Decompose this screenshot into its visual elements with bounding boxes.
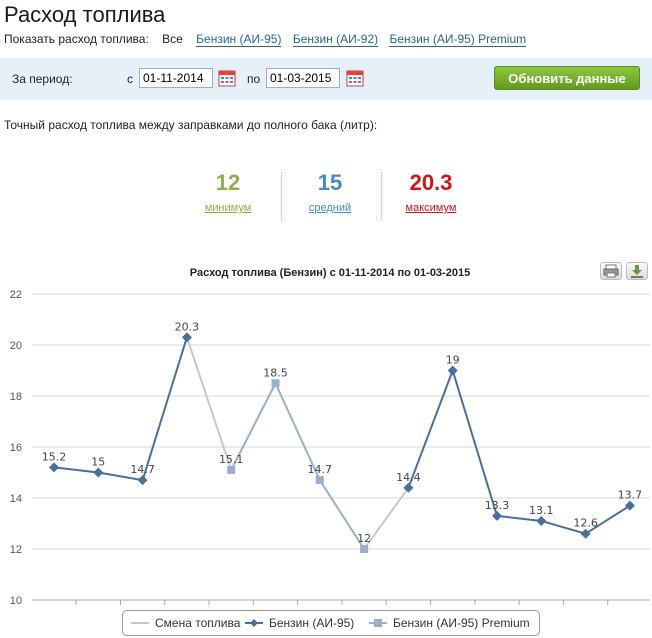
stat-minimum: 12 минимум [178,170,278,214]
legend-label: Бензин (АИ-95) Premium [393,616,530,630]
data-point-diamond [93,467,104,478]
data-label: 18.5 [263,366,288,379]
legend-label: Бензин (АИ-95) [269,616,355,630]
stat-minimum-value: 12 [215,170,241,195]
legend-item-ai95-premium[interactable]: Бензин (АИ-95) Premium [367,616,530,630]
y-tick-label: 16 [10,442,22,454]
data-label: 15.2 [42,450,67,463]
data-point-diamond [447,365,458,376]
data-label: 13.7 [618,489,643,502]
series-line-segment [318,479,365,550]
data-label: 19 [446,354,460,367]
series-line-segment [98,471,143,482]
series-line-segment [407,370,454,489]
fuel-link-ai92[interactable]: Бензин (АИ-92) [292,32,379,47]
series-line-segment [53,466,99,474]
print-button[interactable] [600,262,622,280]
fuel-consumption-chart: 10 12 14 16 18 20 22 15.2 15 14.7 20.3 15.1 18.5 14.… [10,289,650,607]
legend-item-fuel-change[interactable]: Смена топлива [129,616,240,630]
fuel-change-segment [363,487,410,550]
data-point-diamond [403,482,414,493]
calendar-icon[interactable] [218,69,236,87]
download-icon [631,265,643,278]
series-line-segment [451,370,498,517]
series-line-segment [274,382,321,481]
data-point-diamond [49,462,59,473]
stat-maximum-value: 20.3 [409,170,453,195]
data-point-square [315,476,324,485]
data-point-diamond [137,475,148,486]
series-line-segment [141,337,188,481]
data-label: 20.3 [175,320,200,333]
data-label: 14.7 [308,463,333,476]
legend-label: Смена топлива [155,616,241,630]
series-line-segment [496,514,542,522]
period-label: За период: [12,72,73,86]
y-tick-label: 22 [10,289,22,301]
fuel-change-segment [185,337,233,471]
stat-maximum: 20.3 максимум [381,170,481,214]
data-point-square [271,379,280,388]
stat-divider [281,172,282,220]
y-tick-label: 12 [10,544,22,556]
data-label: 14.4 [396,471,421,484]
data-label: 12.6 [573,517,598,530]
chart-title: Расход топлива (Бензин) с 01-11-2014 по … [189,267,471,279]
calendar-icon[interactable] [346,69,364,87]
data-point-square [360,545,369,553]
stat-minimum-label[interactable]: минимум [204,202,252,214]
series-line-segment [230,382,277,471]
data-point-diamond [181,332,192,343]
print-icon [603,264,619,278]
y-tick-label: 14 [10,493,22,505]
from-label: с [127,72,133,86]
data-label: 15 [91,456,105,469]
fuel-filter: Показать расход топлива: Все Бензин (АИ-… [4,32,534,47]
data-point-diamond [624,500,635,511]
update-data-button[interactable]: Обновить данные [494,66,640,90]
data-point-diamond [536,515,547,526]
fuel-filter-all[interactable]: Все [162,32,183,46]
stat-average-value: 15 [317,170,343,195]
page-title: Расход топлива [4,2,166,27]
fuel-link-ai95[interactable]: Бензин (АИ-95) [196,32,282,47]
date-from-input[interactable] [139,68,213,88]
series-line-segment [585,504,631,535]
data-point-diamond [580,528,591,539]
data-label: 13.3 [485,499,510,512]
fuel-link-ai95-premium[interactable]: Бензин (АИ-95) Premium [389,32,527,47]
chart-legend: Смена топлива Бензин (АИ-95) Бензин (АИ-… [122,610,540,636]
data-point-square [227,465,236,474]
data-label: 14.7 [130,463,155,476]
data-label: 13.1 [529,504,554,517]
to-label: по [247,72,261,86]
y-tick-label: 10 [10,595,22,607]
legend-item-ai95[interactable]: Бензин (АИ-95) [243,616,354,630]
y-tick-label: 18 [10,391,22,403]
stat-average-label[interactable]: средний [308,202,352,214]
download-button[interactable] [626,262,648,280]
series-line-segment [541,519,586,535]
fuel-filter-label: Показать расход топлива: [4,32,149,46]
legend-square-icon [369,619,387,627]
stat-average: 15 средний [280,170,380,214]
legend-line-icon [131,622,149,624]
stat-divider [381,172,382,220]
y-tick-label: 20 [10,340,22,352]
date-to-input[interactable] [266,68,340,88]
data-label: 12 [357,532,371,545]
data-label: 15.1 [219,453,244,466]
consumption-description: Точный расход топлива между заправками д… [4,118,378,132]
data-point-diamond [492,510,502,521]
period-bar: За период: с по Обновить данные [0,58,652,100]
legend-diamond-icon [245,619,263,627]
stat-maximum-label[interactable]: максимум [405,202,457,214]
